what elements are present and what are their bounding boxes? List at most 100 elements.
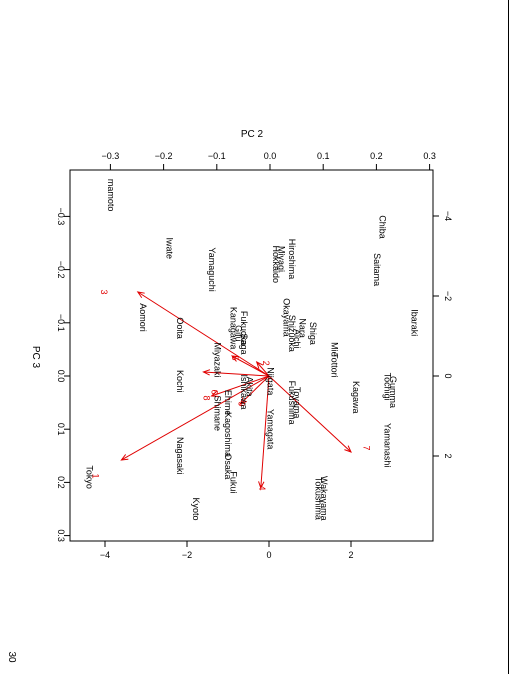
loading-arrowhead-3 (136, 291, 145, 299)
point-label-hokkaido: Hokkaido (271, 246, 281, 284)
loading-arrow-5 (231, 355, 270, 377)
top-axis-tick-label: −0.1 (208, 151, 226, 161)
point-label-shiga: Shiga (308, 322, 318, 345)
right-axis-tick-label: −2 (443, 291, 453, 301)
loading-arrow-4 (260, 375, 270, 489)
point-label-shimane: Shimane (212, 395, 222, 431)
point-label-yamanashi: Yamanashi (383, 423, 393, 467)
top-axis-tick-label: 0.1 (317, 151, 330, 161)
loading-arrow-7 (268, 375, 352, 453)
point-label-shizuoka: Shizuoka (287, 315, 297, 352)
loading-arrow-3 (137, 291, 270, 377)
loading-arrowhead-7 (344, 445, 352, 453)
point-label-ibaraki: Ibaraki (409, 309, 419, 336)
point-label-chiba: Chiba (377, 215, 387, 239)
left-axis-tick-label: 0.3 (56, 529, 66, 542)
point-label-nagasaki: Nagasaki (175, 437, 185, 475)
point-label-yamagata: Yamagata (266, 409, 276, 449)
point-label-tochigi: Tochigi (383, 373, 393, 401)
top-axis-title: PC 2 (241, 129, 264, 140)
point-label-fukui: Fukui (228, 471, 238, 493)
point-label-saitama: Saitama (372, 253, 382, 286)
point-label-osaka: Osaka (223, 453, 233, 479)
point-label-toyama: Toyama (292, 387, 302, 419)
top-axis-tick-label: 0.0 (264, 151, 277, 161)
top-axis-tick-label: 0.3 (423, 151, 436, 161)
right-axis-tick-label: 2 (443, 453, 453, 458)
point-label-ooita: Ooita (175, 317, 185, 339)
loading-arrowhead-8 (210, 390, 219, 397)
point-label-saga: Saga (239, 334, 249, 355)
point-label-ishikawa: Ishikawa (239, 374, 249, 409)
point-label-fukushima: Fukushima (287, 381, 297, 425)
point-label-aomori: Aomori (138, 303, 148, 332)
point-label-fukuoka: Fukuoka (239, 311, 249, 346)
point-label-aichi: Aichi (292, 329, 302, 349)
bottom-axis-tick-label: −4 (100, 550, 110, 560)
point-label-mie: Mie (329, 342, 339, 357)
left-axis-tick-label: 0.1 (56, 423, 66, 436)
loading-label-2: 2 (261, 361, 271, 366)
point-label-ehime: Ehime (223, 390, 233, 416)
bottom-axis-tick-label: 2 (348, 550, 353, 560)
loading-arrow-1 (121, 375, 270, 461)
right-axis-tick-label: 0 (443, 373, 453, 378)
loading-arrowhead-9 (239, 397, 248, 405)
right-axis-tick-label: −4 (443, 211, 453, 221)
page-number: 30 (6, 651, 17, 663)
loading-arrowhead-2 (255, 361, 264, 369)
point-label-kyoto: Kyoto (191, 497, 201, 520)
point-label-tottori: Tottori (329, 353, 339, 378)
loading-arrowhead-1 (120, 454, 129, 461)
point-label-yamaguchi: Yamaguchi (207, 247, 217, 291)
point-label-hiroshima: Hiroshima (287, 239, 297, 280)
point-label-niigata: Niigata (266, 367, 276, 395)
left-axis-title: PC 3 (30, 346, 41, 369)
page-edge-rule (508, 0, 509, 674)
point-label-mamoto: mamoto (106, 179, 116, 212)
point-label-wakayama: Wakayama (319, 476, 329, 521)
left-axis-tick-label: −0.3 (56, 208, 66, 226)
loading-arrowhead-5 (230, 355, 240, 362)
point-label-kochi: Kochi (175, 370, 185, 393)
point-label-kagawa: Kagawa (351, 381, 361, 414)
plot-frame (69, 169, 434, 542)
loading-arrow-9 (239, 375, 270, 405)
loading-label-9: 9 (236, 401, 246, 406)
point-label-tokushima: Tokushima (314, 477, 324, 520)
point-label-nara: Nara (298, 318, 308, 338)
point-label-miyazaki: Miyazaki (212, 343, 222, 378)
loading-arrow-8 (211, 375, 270, 397)
loading-arrow-2 (256, 361, 270, 377)
point-label-gifu: Gifu (234, 325, 244, 342)
left-axis-tick-label: −0.2 (56, 261, 66, 279)
point-label-gumma: Gumma (388, 376, 398, 408)
bottom-axis-tick-label: −2 (182, 550, 192, 560)
top-axis-tick-label: −0.2 (155, 151, 173, 161)
top-axis-tick-label: 0.2 (370, 151, 383, 161)
loading-arrowhead-6 (202, 369, 211, 376)
point-label-miyagi: Miyagi (276, 246, 286, 272)
loading-label-1: 1 (91, 473, 101, 478)
bottom-axis-tick-label: 0 (266, 550, 271, 560)
loading-label-6: 6 (210, 389, 220, 394)
loading-label-5: 5 (230, 355, 240, 360)
loading-label-3: 3 (99, 289, 109, 294)
top-axis-tick-label: −0.3 (102, 151, 120, 161)
loading-label-4: 4 (257, 485, 267, 490)
point-label-iwate: Iwate (165, 238, 175, 260)
loading-arrow-6 (203, 371, 270, 377)
loading-arrowhead-4 (258, 481, 265, 490)
left-axis-tick-label: 0.2 (56, 476, 66, 489)
loading-label-7: 7 (361, 445, 371, 450)
point-label-kanagawa: Kanagawa (228, 307, 238, 350)
point-label-kagoshima: Kagoshima (223, 412, 233, 457)
loading-label-8: 8 (201, 395, 211, 400)
left-axis-tick-label: 0.0 (56, 370, 66, 383)
point-label-tokyo: Tokyo (85, 465, 95, 489)
point-label-okayama: Okayama (282, 298, 292, 337)
left-axis-tick-label: −0.1 (56, 314, 66, 332)
point-label-akita: Akita (244, 377, 254, 397)
